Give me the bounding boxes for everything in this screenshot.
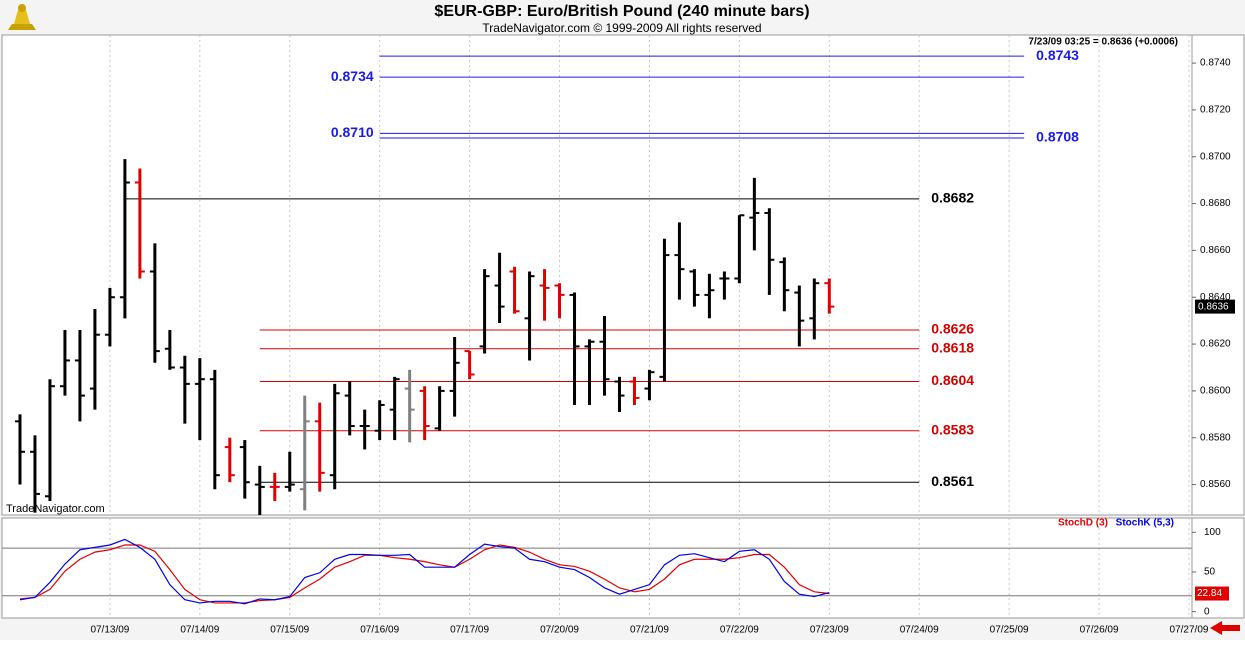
last-value-box [1195, 586, 1229, 601]
level-label: 0.8710 [331, 124, 374, 140]
y-tick-label: 0.8720 [1200, 105, 1231, 116]
y-tick-label: 0.8620 [1200, 339, 1231, 350]
x-tick-label: 07/13/09 [90, 625, 129, 636]
level-label: 0.8708 [1036, 129, 1079, 145]
chart-title: $EUR-GBP: Euro/British Pound (240 minute… [434, 3, 809, 20]
stoch-line [19, 544, 830, 604]
x-tick-label: 07/17/09 [450, 625, 489, 636]
price-panel [1, 34, 1193, 516]
last-price-label: 0.8636 [1198, 301, 1229, 312]
level-label: 0.8626 [931, 321, 974, 337]
level-label: 0.8734 [331, 68, 374, 84]
x-tick-label: 07/26/09 [1080, 625, 1119, 636]
y-tick-label: 0.8560 [1200, 479, 1231, 490]
stoch-panel [1, 517, 1193, 619]
y-tick-label: 0.8600 [1200, 386, 1231, 397]
level-label: 0.8604 [931, 372, 974, 388]
stoch-axis-panel [1191, 517, 1245, 619]
y-tick-label: 0.8700 [1200, 151, 1231, 162]
legend-label: StochK (5,3) [1116, 518, 1174, 529]
y-tick-label: 100 [1204, 527, 1221, 538]
price-axis-panel [1191, 34, 1245, 516]
y-tick-label: 0.8580 [1200, 432, 1231, 443]
x-tick-label: 07/14/09 [180, 625, 219, 636]
last-value-label: 22.84 [1197, 588, 1222, 599]
y-tick-label: 0.8680 [1200, 198, 1231, 209]
x-tick-label: 07/16/09 [360, 625, 399, 636]
level-label: 0.8682 [931, 190, 974, 206]
last-price-annotation: 7/23/09 03:25 = 0.8636 (+0.0006) [1028, 37, 1178, 48]
last-price-box [1195, 299, 1235, 314]
y-tick-label: 0.8740 [1200, 58, 1231, 69]
level-label: 0.8561 [931, 473, 974, 489]
x-tick-label: 07/27/09 [1170, 625, 1209, 636]
y-tick-label: 0 [1204, 606, 1210, 617]
logo [8, 4, 36, 30]
legend-label: StochD (3) [1058, 518, 1108, 529]
y-tick-label: 0.8660 [1200, 245, 1231, 256]
x-tick-label: 07/21/09 [630, 625, 669, 636]
x-tick-label: 07/23/09 [810, 625, 849, 636]
y-tick-label: 0.8640 [1200, 292, 1231, 303]
stoch-line [19, 538, 830, 605]
level-label: 0.8583 [931, 421, 974, 437]
x-tick-label: 07/15/09 [270, 625, 309, 636]
x-tick-label: 07/25/09 [990, 625, 1029, 636]
chart-subtitle: TradeNavigator.com © 1999-2009 All right… [482, 21, 761, 35]
level-label: 0.8743 [1036, 47, 1079, 63]
x-tick-label: 07/20/09 [540, 625, 579, 636]
level-label: 0.8618 [931, 339, 974, 355]
x-tick-label: 07/24/09 [900, 625, 939, 636]
x-tick-label: 07/22/09 [720, 625, 759, 636]
y-tick-label: 50 [1204, 567, 1216, 578]
watermark: TradeNavigator.com [6, 503, 105, 515]
scroll-arrow[interactable] [1210, 621, 1240, 635]
